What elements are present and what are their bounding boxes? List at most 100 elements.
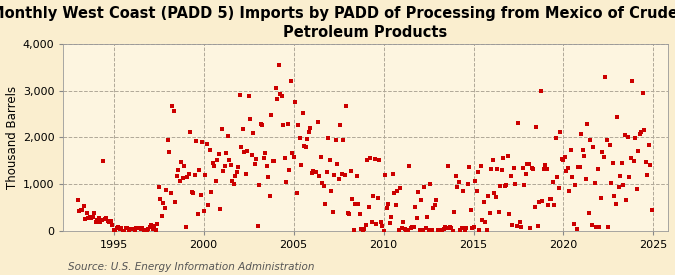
Point xyxy=(493,210,504,214)
Point xyxy=(277,122,288,127)
Point xyxy=(588,145,599,149)
Point xyxy=(392,189,402,193)
Point xyxy=(545,197,556,201)
Point xyxy=(318,183,329,188)
Point xyxy=(74,209,84,213)
Point xyxy=(471,189,482,194)
Point xyxy=(101,215,111,220)
Point xyxy=(358,227,369,231)
Point xyxy=(570,183,580,188)
Point xyxy=(387,172,398,176)
Point xyxy=(239,150,250,154)
Y-axis label: Thousand Barrels: Thousand Barrels xyxy=(5,86,18,189)
Point xyxy=(164,150,175,154)
Point xyxy=(465,207,476,212)
Point xyxy=(389,190,400,195)
Point xyxy=(263,175,273,179)
Point xyxy=(412,189,423,194)
Point xyxy=(222,134,233,138)
Point xyxy=(275,92,286,96)
Point xyxy=(425,182,435,186)
Point xyxy=(574,164,585,169)
Point xyxy=(516,225,527,229)
Point xyxy=(342,211,353,215)
Point xyxy=(131,226,142,230)
Point xyxy=(618,183,629,187)
Point xyxy=(159,205,170,210)
Point xyxy=(642,173,653,178)
Point xyxy=(288,155,299,159)
Point xyxy=(186,190,197,194)
Point xyxy=(528,167,539,171)
Point xyxy=(562,166,573,170)
Point xyxy=(165,191,176,195)
Point xyxy=(357,229,368,233)
Point xyxy=(437,227,448,232)
Point xyxy=(405,226,416,230)
Point xyxy=(472,170,483,174)
Point xyxy=(557,157,568,161)
Point xyxy=(78,204,89,208)
Point xyxy=(374,158,385,162)
Point xyxy=(432,228,443,232)
Point xyxy=(134,226,144,230)
Point xyxy=(87,214,98,219)
Point xyxy=(72,197,83,202)
Point xyxy=(261,163,272,168)
Point xyxy=(426,227,437,232)
Point xyxy=(293,123,304,127)
Point xyxy=(396,226,407,230)
Point xyxy=(608,161,618,165)
Point xyxy=(422,214,433,219)
Point xyxy=(566,148,576,152)
Point xyxy=(215,207,225,211)
Point xyxy=(147,227,158,232)
Point xyxy=(161,188,171,192)
Point xyxy=(240,171,251,176)
Point xyxy=(146,222,157,227)
Point xyxy=(321,170,332,174)
Point xyxy=(411,216,422,220)
Point xyxy=(537,199,548,203)
Point xyxy=(587,223,597,227)
Point xyxy=(501,183,512,187)
Point xyxy=(506,174,516,178)
Point xyxy=(466,226,477,230)
Point xyxy=(230,174,240,178)
Point xyxy=(634,132,645,136)
Point xyxy=(310,170,321,174)
Point xyxy=(348,227,359,232)
Point xyxy=(306,171,317,175)
Point xyxy=(132,226,143,231)
Point xyxy=(433,227,444,232)
Point xyxy=(317,180,327,185)
Point xyxy=(647,208,657,213)
Point xyxy=(522,162,533,166)
Point xyxy=(173,168,184,172)
Point xyxy=(492,167,503,172)
Point xyxy=(543,203,554,208)
Point xyxy=(514,220,525,224)
Point xyxy=(454,228,465,232)
Point xyxy=(395,186,406,190)
Point xyxy=(124,229,134,233)
Point xyxy=(330,138,341,142)
Point xyxy=(130,229,140,233)
Point xyxy=(107,222,117,227)
Point xyxy=(202,203,213,208)
Point xyxy=(401,229,412,233)
Point xyxy=(399,227,410,232)
Point xyxy=(597,150,608,155)
Point xyxy=(364,156,375,160)
Point xyxy=(366,220,377,225)
Point xyxy=(341,104,352,109)
Point xyxy=(351,174,362,178)
Point xyxy=(622,134,633,139)
Point xyxy=(227,179,238,183)
Point xyxy=(103,219,113,223)
Point xyxy=(158,201,169,206)
Point xyxy=(211,179,221,183)
Point xyxy=(479,199,489,204)
Point xyxy=(462,182,473,187)
Point xyxy=(179,164,190,168)
